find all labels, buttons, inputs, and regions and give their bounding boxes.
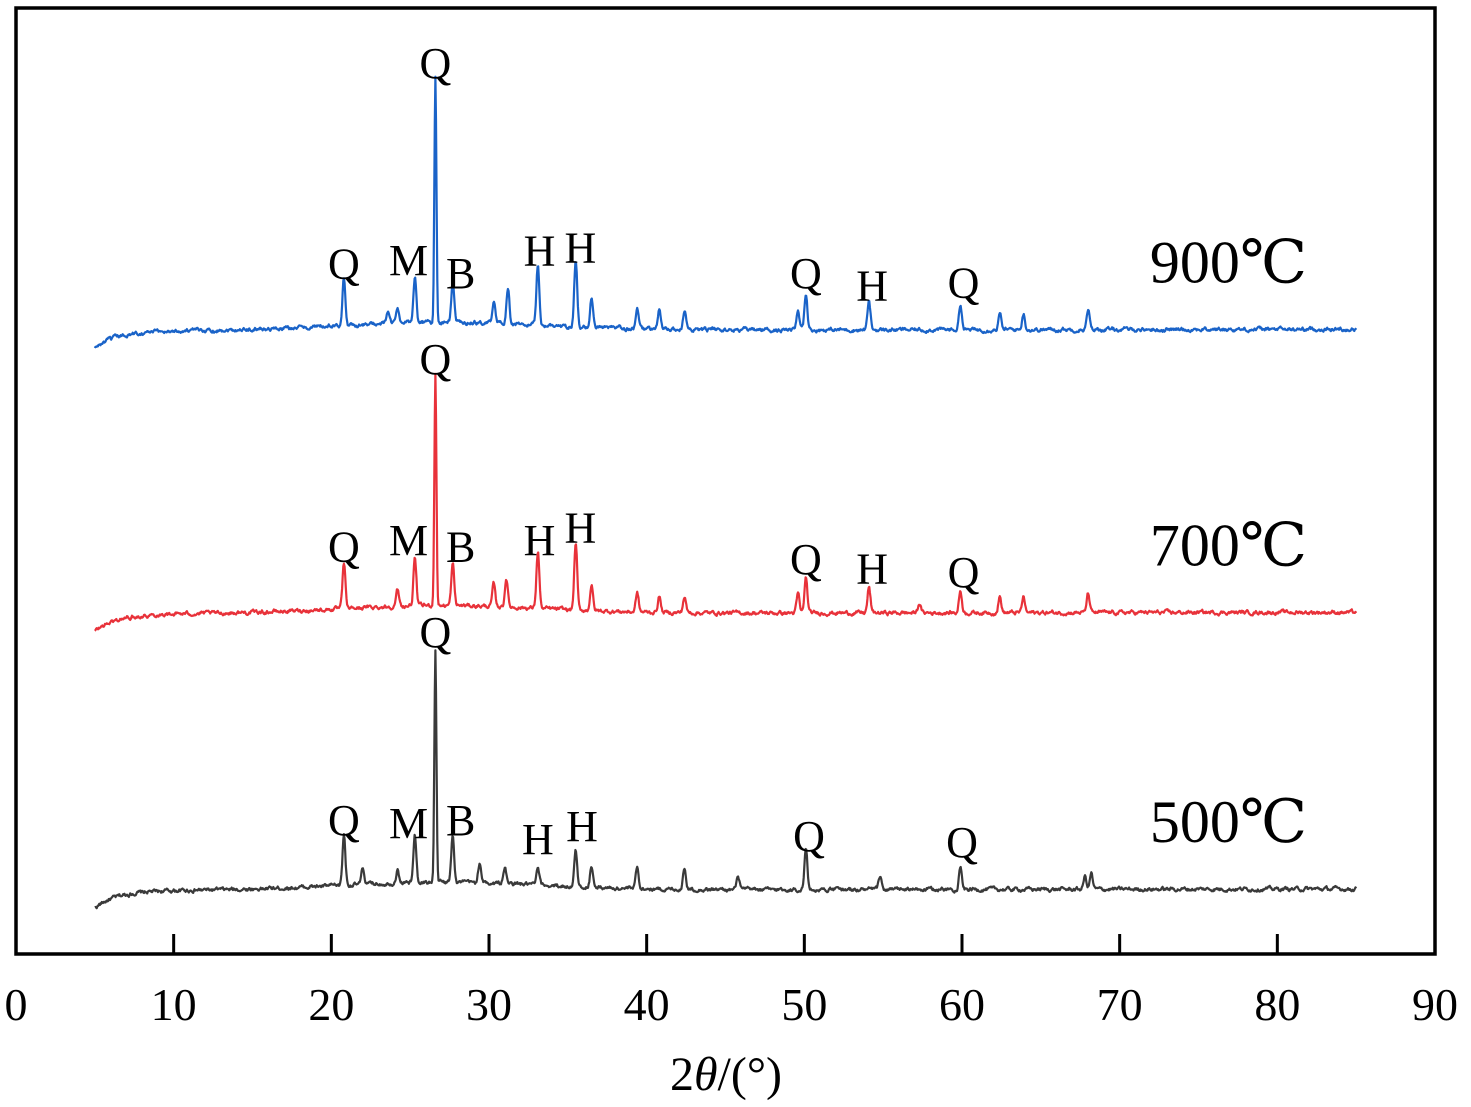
series-lines — [93, 75, 1358, 910]
peak-label: B — [446, 796, 475, 845]
series-labels: 500℃ 700℃ 900℃ — [1150, 229, 1307, 855]
peak-label: Q — [948, 258, 980, 307]
peak-label: Q — [328, 522, 360, 571]
peak-label: Q — [790, 249, 822, 298]
peak-label: M — [389, 799, 428, 848]
x-tick-label: 10 — [151, 979, 197, 1030]
plot-frame — [14, 6, 1437, 956]
peak-label: H — [565, 503, 597, 552]
x-tick-label: 70 — [1097, 979, 1143, 1030]
peak-label: Q — [420, 39, 452, 88]
peak-label: Q — [948, 548, 980, 597]
peak-label: H — [565, 223, 597, 272]
series-label: 900℃ — [1150, 229, 1307, 295]
x-tick-label: 20 — [308, 979, 354, 1030]
peak-label: B — [446, 522, 475, 571]
x-axis-title: 2θ/(°) — [670, 1048, 782, 1101]
peak-label: B — [446, 249, 475, 298]
peak-label: H — [566, 802, 598, 851]
peak-label: Q — [793, 812, 825, 861]
x-tick-label: 50 — [781, 979, 827, 1030]
x-tick-label: 80 — [1254, 979, 1300, 1030]
series-label: 700℃ — [1150, 512, 1307, 578]
peak-label: Q — [790, 535, 822, 584]
peak-label: H — [856, 262, 888, 311]
peak-label: H — [524, 516, 556, 565]
peak-label: H — [524, 227, 556, 276]
peak-label: Q — [420, 335, 452, 384]
peak-label: Q — [328, 796, 360, 845]
peak-label: Q — [420, 608, 452, 657]
x-tick-label: 0 — [5, 979, 28, 1030]
peak-label: H — [522, 815, 554, 864]
peak-labels: Q M B H H Q QQQ M B H HQ H QQQ M B H HQ H QQ — [328, 39, 980, 867]
x-tick-label: 30 — [466, 979, 512, 1030]
series-line-1 — [94, 372, 1358, 632]
series-line-2 — [93, 75, 1358, 349]
x-axis-tick-labels: 0 10 20 30 40 50 60 70 80 90 — [5, 979, 1459, 1030]
x-tick-label: 90 — [1412, 979, 1458, 1030]
series-label: 500℃ — [1150, 789, 1307, 855]
x-axis-ticks — [172, 934, 1279, 954]
x-tick-label: 60 — [939, 979, 985, 1030]
peak-label: Q — [328, 239, 360, 288]
peak-label: M — [389, 236, 428, 285]
peak-label: H — [856, 545, 888, 594]
peak-label: M — [389, 516, 428, 565]
x-tick-label: 40 — [624, 979, 670, 1030]
peak-label: Q — [946, 818, 978, 867]
series-line-0 — [94, 649, 1358, 910]
